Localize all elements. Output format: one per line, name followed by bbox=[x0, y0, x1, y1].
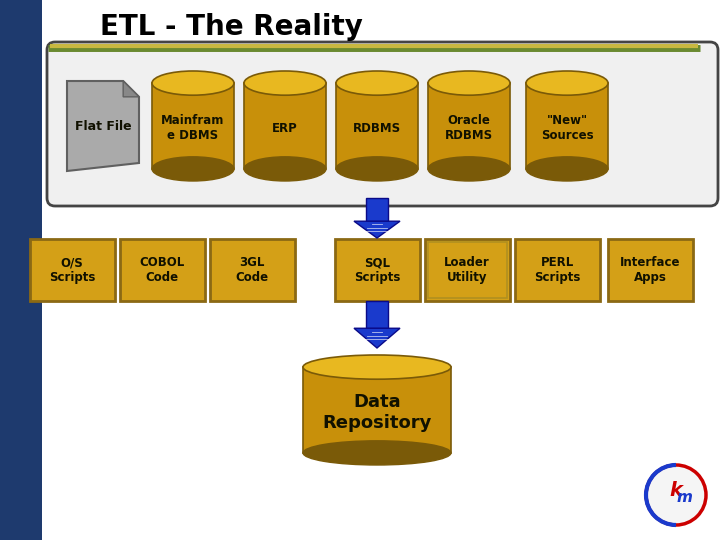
Text: Oracle
RDBMS: Oracle RDBMS bbox=[445, 114, 493, 143]
Ellipse shape bbox=[152, 71, 234, 95]
Text: RDBMS: RDBMS bbox=[353, 122, 401, 135]
Ellipse shape bbox=[152, 157, 234, 181]
Text: COBOL
Code: COBOL Code bbox=[140, 256, 184, 284]
Text: O/S
Scripts: O/S Scripts bbox=[49, 256, 95, 284]
Polygon shape bbox=[0, 0, 42, 540]
Text: Loader
Utility: Loader Utility bbox=[444, 256, 490, 284]
Text: ETL - The Reality: ETL - The Reality bbox=[100, 13, 363, 41]
Text: 3GL
Code: 3GL Code bbox=[235, 256, 269, 284]
Polygon shape bbox=[152, 83, 234, 169]
Text: m: m bbox=[676, 489, 692, 504]
Ellipse shape bbox=[428, 157, 510, 181]
Polygon shape bbox=[354, 328, 400, 348]
Text: SQL
Scripts: SQL Scripts bbox=[354, 256, 400, 284]
Text: Interface
Apps: Interface Apps bbox=[620, 256, 680, 284]
Ellipse shape bbox=[526, 71, 608, 95]
FancyBboxPatch shape bbox=[335, 239, 420, 301]
Text: "New"
Sources: "New" Sources bbox=[541, 114, 593, 143]
Polygon shape bbox=[123, 81, 139, 97]
Polygon shape bbox=[336, 83, 418, 169]
Polygon shape bbox=[244, 83, 326, 169]
Ellipse shape bbox=[244, 157, 326, 181]
Polygon shape bbox=[366, 198, 388, 221]
Text: Mainfram
e DBMS: Mainfram e DBMS bbox=[161, 114, 225, 143]
Polygon shape bbox=[366, 301, 388, 328]
Polygon shape bbox=[428, 83, 510, 169]
Ellipse shape bbox=[336, 157, 418, 181]
FancyBboxPatch shape bbox=[608, 239, 693, 301]
Polygon shape bbox=[67, 81, 139, 171]
FancyBboxPatch shape bbox=[47, 42, 718, 206]
FancyBboxPatch shape bbox=[515, 239, 600, 301]
FancyBboxPatch shape bbox=[210, 239, 294, 301]
Polygon shape bbox=[303, 367, 451, 453]
Text: k: k bbox=[670, 482, 683, 501]
Ellipse shape bbox=[526, 157, 608, 181]
Text: Data
Repository: Data Repository bbox=[323, 393, 432, 432]
Text: ERP: ERP bbox=[272, 122, 298, 135]
Text: Flat File: Flat File bbox=[75, 119, 131, 132]
Ellipse shape bbox=[303, 441, 451, 465]
Ellipse shape bbox=[244, 71, 326, 95]
Ellipse shape bbox=[303, 355, 451, 379]
FancyBboxPatch shape bbox=[30, 239, 114, 301]
FancyBboxPatch shape bbox=[120, 239, 204, 301]
Polygon shape bbox=[354, 221, 400, 238]
Ellipse shape bbox=[428, 71, 510, 95]
Text: PERL
Scripts: PERL Scripts bbox=[534, 256, 580, 284]
Ellipse shape bbox=[336, 71, 418, 95]
Polygon shape bbox=[526, 83, 608, 169]
FancyBboxPatch shape bbox=[425, 239, 510, 301]
Circle shape bbox=[646, 465, 706, 525]
